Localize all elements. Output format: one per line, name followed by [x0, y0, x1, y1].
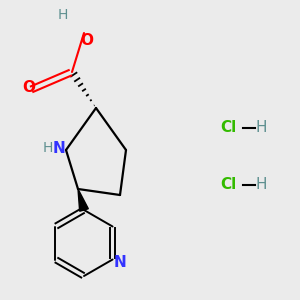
Text: O: O: [80, 33, 94, 48]
Text: H: H: [43, 142, 53, 155]
Text: H: H: [255, 177, 267, 192]
Text: H: H: [255, 120, 267, 135]
Text: H: H: [58, 8, 68, 22]
Text: N: N: [52, 141, 65, 156]
Polygon shape: [78, 189, 88, 211]
Text: Cl: Cl: [220, 177, 237, 192]
Text: Cl: Cl: [220, 120, 237, 135]
Text: O: O: [22, 80, 35, 94]
Text: N: N: [114, 255, 127, 270]
